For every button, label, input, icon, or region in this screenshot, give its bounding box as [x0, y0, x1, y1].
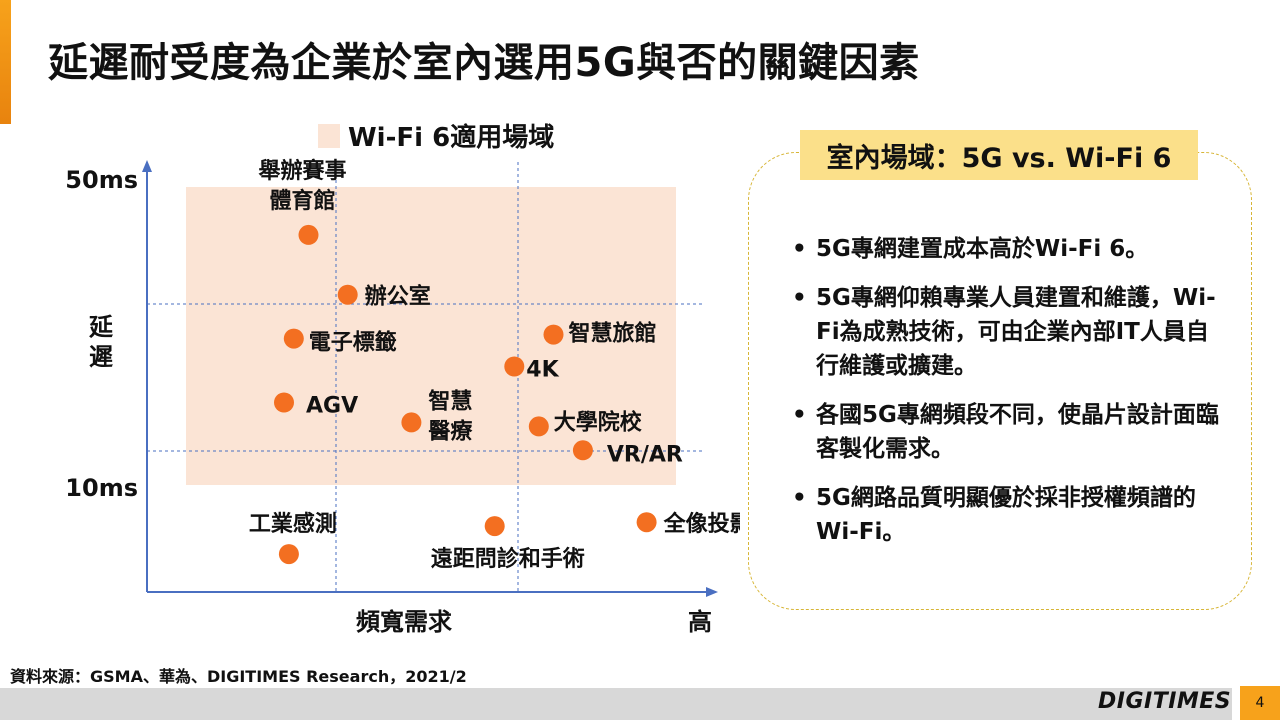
data-point	[636, 512, 657, 533]
data-point	[298, 224, 319, 245]
data-point-label: 辦公室	[365, 284, 431, 310]
data-point-label: AGV	[306, 394, 358, 419]
source-note: 資料來源：GSMA、華為、DIGITIMES Research，2021/2	[10, 667, 467, 686]
y-tick-10ms: 10ms	[65, 474, 138, 502]
data-point	[572, 440, 593, 461]
data-point-label: 智慧旅館	[569, 321, 657, 347]
bullet-dot-icon: •	[792, 285, 807, 311]
bullet-text: 5G專網仰賴專業人員建置和維護，Wi-Fi為成熟技術，可由企業內部IT人員自行維…	[816, 285, 1216, 379]
data-point	[274, 392, 294, 413]
legend-swatch	[318, 124, 340, 148]
bullet-list: • 5G專網建置成本高於Wi-Fi 6。 • 5G專網仰賴專業人員建置和維護，Wi-…	[792, 232, 1222, 564]
data-point	[337, 284, 358, 305]
data-point-label: 電子標籤	[309, 330, 397, 356]
wifi6-region	[186, 187, 676, 485]
brand-logo: DIGITIMES	[1098, 689, 1232, 714]
data-point	[401, 412, 422, 433]
x-axis-arrow-icon	[706, 587, 718, 597]
bullet-item: • 5G專網建置成本高於Wi-Fi 6。	[792, 232, 1222, 266]
scatter-chart: Wi-Fi 6適用場域 50ms 10ms 延遲 頻寬需求 高 舉辦賽事體育館辦…	[65, 122, 740, 636]
bullet-dot-icon: •	[792, 485, 807, 511]
data-point	[278, 544, 299, 565]
data-point-label: 大學院校	[554, 409, 643, 435]
y-axis-label: 延遲	[88, 313, 114, 371]
data-point-label: 舉辦賽事體育館	[258, 158, 346, 214]
x-axis-high-label: 高	[688, 608, 712, 636]
data-point	[528, 416, 549, 437]
data-point-label: 工業感測	[249, 511, 337, 537]
data-point-label: 全像投影	[663, 511, 740, 537]
legend-label: Wi-Fi 6適用場域	[348, 122, 554, 153]
data-point	[283, 328, 304, 349]
data-point	[543, 324, 564, 345]
panel-header: 室內場域：5G vs. Wi-Fi 6	[800, 130, 1198, 180]
bullet-text: 各國5G專網頻段不同，使晶片設計面臨客製化需求。	[816, 402, 1219, 462]
y-axis-arrow-icon	[142, 160, 152, 172]
page-number: 4	[1240, 686, 1280, 720]
data-point	[504, 356, 525, 377]
bullet-dot-icon: •	[792, 402, 807, 428]
data-point	[484, 516, 505, 537]
bullet-text: 5G專網建置成本高於Wi-Fi 6。	[816, 236, 1149, 262]
data-point-label: 遠距問診和手術	[431, 546, 585, 572]
accent-bar	[0, 0, 11, 124]
data-point-label: 智慧醫療	[428, 388, 472, 444]
bullet-item: • 5G網路品質明顯優於採非授權頻譜的Wi-Fi。	[792, 481, 1222, 549]
data-point-label: 4K	[526, 358, 559, 383]
footer-bar	[0, 688, 1232, 720]
bullet-item: • 各國5G專網頻段不同，使晶片設計面臨客製化需求。	[792, 398, 1222, 466]
bullet-dot-icon: •	[792, 236, 807, 262]
data-point-label: VR/AR	[607, 442, 683, 467]
y-tick-50ms: 50ms	[65, 166, 138, 194]
y-axis-label-char: 遲	[89, 343, 113, 371]
bullet-text: 5G網路品質明顯優於採非授權頻譜的Wi-Fi。	[816, 485, 1196, 545]
y-axis-label-char: 延	[88, 313, 114, 341]
bullet-item: • 5G專網仰賴專業人員建置和維護，Wi-Fi為成熟技術，可由企業內部IT人員自行…	[792, 281, 1222, 383]
x-axis-label: 頻寬需求	[356, 608, 452, 636]
page-title: 延遲耐受度為企業於室內選用5G與否的關鍵因素	[48, 40, 920, 86]
